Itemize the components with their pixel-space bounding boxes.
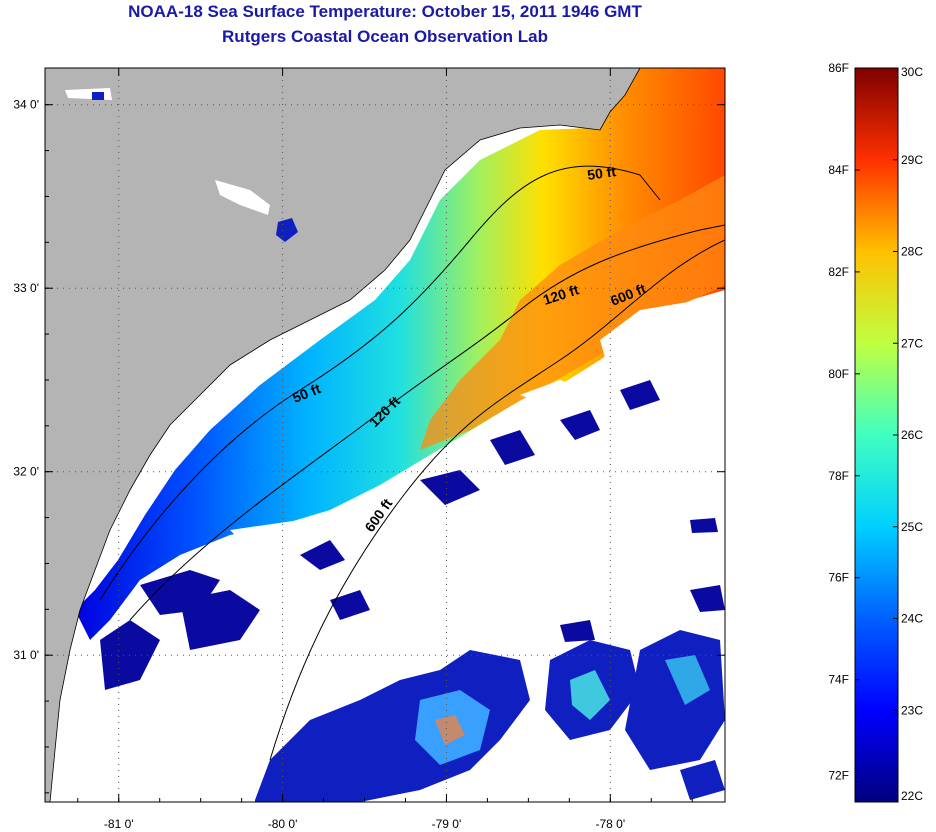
colorbar-celsius-label: 23C <box>901 703 923 717</box>
map-title: NOAA-18 Sea Surface Temperature: October… <box>128 2 642 21</box>
cloud-patches <box>230 300 725 560</box>
colorbar-celsius-label: 24C <box>901 612 923 626</box>
map-subtitle: Rutgers Coastal Ocean Observation Lab <box>222 27 548 46</box>
lat-tick-label: 32 0' <box>13 465 39 479</box>
colorbar-fahrenheit-label: 84F <box>828 163 849 177</box>
colorbar-fahrenheit-label: 76F <box>828 571 849 585</box>
map-plot-area <box>45 68 725 802</box>
inland-water-artifacts <box>65 88 298 242</box>
southern-sst-patches <box>255 630 725 802</box>
colorbar-scale <box>854 67 899 803</box>
lat-tick-label: 31 0' <box>13 648 39 662</box>
graticule-lines <box>45 68 725 802</box>
contour-label-50ft-north: 50 ft <box>586 163 617 183</box>
sst-water-band <box>75 68 725 640</box>
colorbar-celsius-label: 26C <box>901 428 923 442</box>
lon-tick-label: -79 0' <box>432 817 462 831</box>
colorbar-celsius-label: 29C <box>901 153 923 167</box>
lon-tick-label: -78 0' <box>595 817 625 831</box>
axis-ticks: -81 0' -80 0' -79 0' -78 0' 34 0' 33 0' 32 0' 3… <box>13 68 725 831</box>
map-frame <box>44 67 726 803</box>
colorbar-celsius-label: 28C <box>901 245 923 259</box>
depth-contours <box>99 165 725 761</box>
colorbar-fahrenheit-label: 82F <box>828 265 849 279</box>
contour-50ft <box>99 165 661 601</box>
colorbar-celsius-label: 27C <box>901 336 923 350</box>
colorbar-fahrenheit-label: 72F <box>828 769 849 783</box>
lat-tick-label: 33 0' <box>13 281 39 295</box>
colorbar: 30C 29C 28C 27C 26C 25C 24C 23C 22C 86F 84F 82F 80F 7… <box>828 61 923 803</box>
lon-tick-label: -80 0' <box>268 817 298 831</box>
lat-tick-label: 34 0' <box>13 98 39 112</box>
contour-600ft <box>269 239 725 761</box>
contour-120ft <box>129 224 725 621</box>
colorbar-celsius-label: 30C <box>901 65 923 79</box>
colorbar-celsius-label: 25C <box>901 520 923 534</box>
colorbar-celsius-label: 22C <box>901 789 923 803</box>
colorbar-fahrenheit-label: 80F <box>828 367 849 381</box>
colorbar-ticks: 30C 29C 28C 27C 26C 25C 24C 23C 22C 86F 84F 82F 80F 7… <box>828 61 923 803</box>
colorbar-fahrenheit-label: 78F <box>828 469 849 483</box>
land-mass <box>45 68 641 802</box>
colorbar-fahrenheit-label: 86F <box>828 61 849 75</box>
lon-tick-label: -81 0' <box>104 817 134 831</box>
colorbar-fahrenheit-label: 74F <box>828 673 849 687</box>
